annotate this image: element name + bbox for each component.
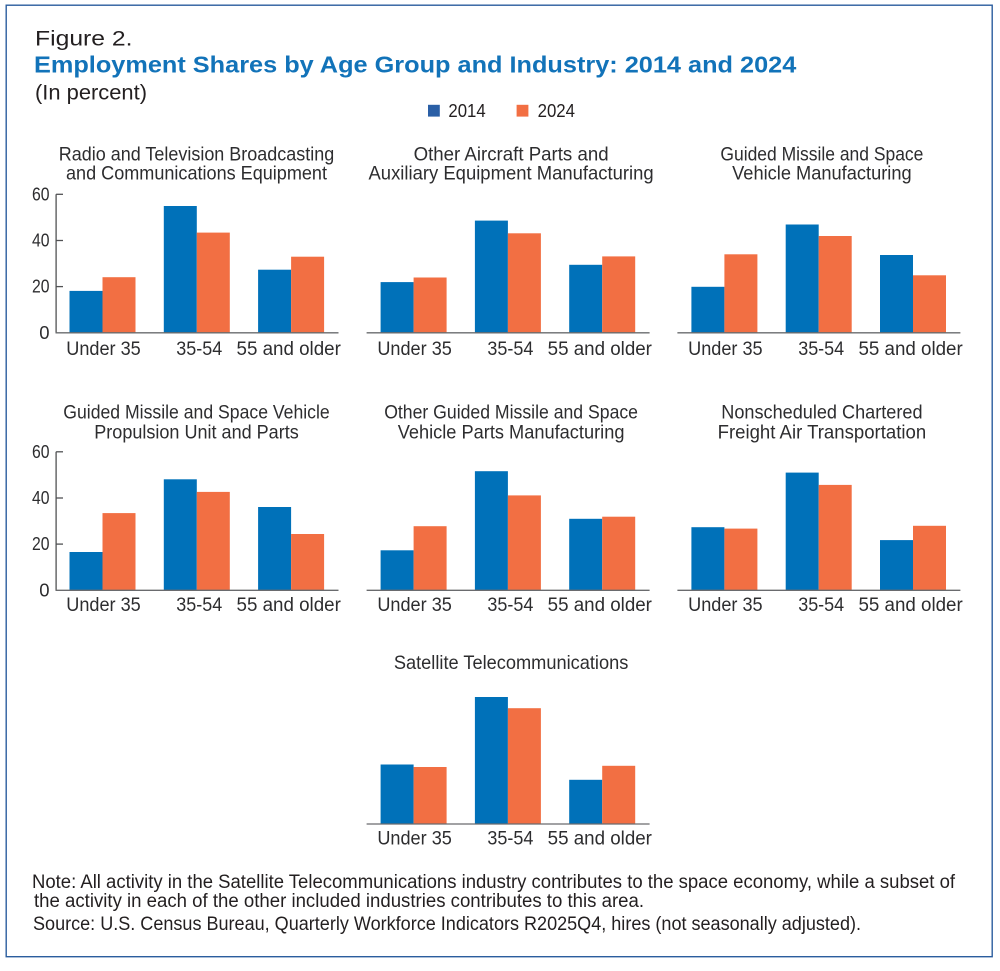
svg-text:35-54: 35-54 (798, 339, 844, 360)
svg-text:55 and older: 55 and older (237, 339, 342, 360)
svg-text:Employment Shares by Age Group: Employment Shares by Age Group and Indus… (34, 52, 796, 78)
svg-text:20: 20 (32, 276, 50, 297)
svg-text:Guided Missile and Space Vehic: Guided Missile and Space Vehicle (63, 402, 329, 424)
svg-text:Guided Missile and Space: Guided Missile and Space (720, 143, 923, 165)
svg-text:Under 35: Under 35 (377, 339, 452, 360)
svg-text:Auxiliary Equipment Manufactur: Auxiliary Equipment Manufacturing (369, 163, 654, 185)
svg-text:Source: U.S. Census Bureau, Qu: Source: U.S. Census Bureau, Quarterly Wo… (33, 914, 861, 935)
svg-text:35-54: 35-54 (487, 339, 533, 360)
svg-text:55 and older: 55 and older (548, 828, 653, 849)
svg-text:35-54: 35-54 (487, 595, 533, 616)
svg-text:Under 35: Under 35 (66, 595, 141, 616)
svg-text:Other Aircraft Parts and: Other Aircraft Parts and (414, 143, 609, 165)
svg-text:40: 40 (32, 229, 50, 250)
svg-text:Propulsion Unit and Parts: Propulsion Unit and Parts (94, 421, 299, 443)
svg-text:20: 20 (32, 533, 50, 554)
svg-text:Under 35: Under 35 (66, 339, 141, 360)
svg-text:60: 60 (32, 441, 50, 462)
svg-text:0: 0 (39, 579, 49, 600)
svg-text:35-54: 35-54 (176, 595, 222, 616)
svg-text:55 and older: 55 and older (858, 339, 963, 360)
svg-text:35-54: 35-54 (487, 828, 533, 849)
svg-text:Under 35: Under 35 (377, 595, 452, 616)
svg-text:55 and older: 55 and older (237, 595, 342, 616)
svg-text:55 and older: 55 and older (858, 595, 963, 616)
svg-text:(In percent): (In percent) (35, 82, 147, 105)
svg-text:Under 35: Under 35 (688, 595, 763, 616)
svg-text:and Communications Equipment: and Communications Equipment (66, 163, 328, 185)
svg-text:55 and older: 55 and older (548, 339, 653, 360)
svg-text:35-54: 35-54 (176, 339, 222, 360)
svg-text:Under 35: Under 35 (688, 339, 763, 360)
svg-text:40: 40 (32, 487, 50, 508)
svg-text:Vehicle Parts Manufacturing: Vehicle Parts Manufacturing (398, 421, 625, 443)
svg-text:35-54: 35-54 (798, 595, 844, 616)
svg-text:Vehicle Manufacturing: Vehicle Manufacturing (732, 163, 912, 185)
svg-text:Radio and Television Broadcast: Radio and Television Broadcasting (59, 143, 334, 165)
svg-text:55 and older: 55 and older (548, 595, 653, 616)
svg-text:Satellite Telecommunications: Satellite Telecommunications (394, 652, 629, 674)
svg-text:0: 0 (39, 322, 49, 343)
svg-text:Freight Air Transportation: Freight Air Transportation (718, 421, 927, 443)
svg-text:2014: 2014 (448, 100, 485, 121)
svg-text:Note: All activity in the Sate: Note: All activity in the Satellite Tele… (32, 872, 956, 893)
svg-text:2024: 2024 (538, 100, 575, 121)
svg-text:Under 35: Under 35 (377, 828, 452, 849)
svg-text:the activity in each of the ot: the activity in each of the other includ… (34, 891, 644, 912)
svg-text:60: 60 (32, 183, 50, 204)
svg-text:Figure 2.: Figure 2. (35, 26, 133, 50)
svg-text:Other Guided Missile and Space: Other Guided Missile and Space (384, 402, 638, 424)
svg-text:Nonscheduled Chartered: Nonscheduled Chartered (721, 402, 922, 424)
